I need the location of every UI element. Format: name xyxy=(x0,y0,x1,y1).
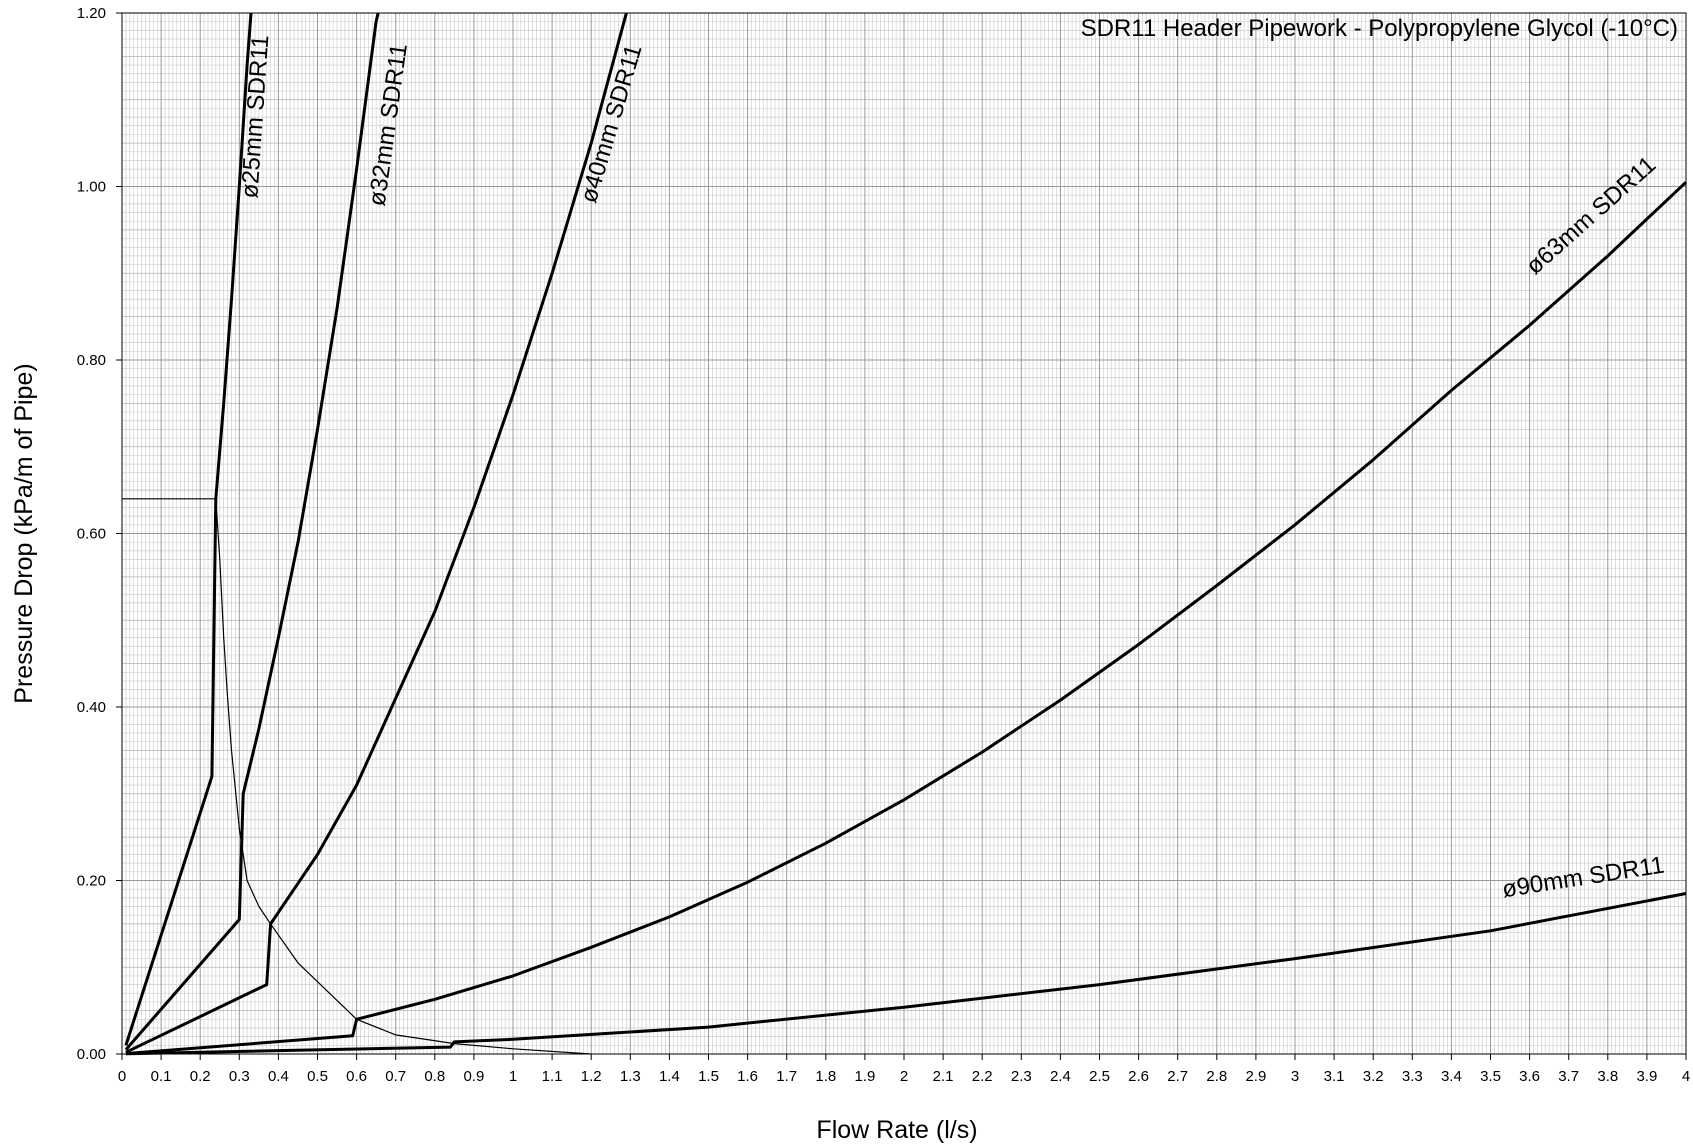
x-tick-label: 2.6 xyxy=(1128,1068,1149,1085)
y-axis-ticks: 0.00 0.20 0.40 0.60 0.80 1.00 1.20 xyxy=(77,5,122,1063)
x-tick-label: 0.5 xyxy=(307,1068,328,1085)
x-axis-ticks: 0 0.1 0.2 0.3 0.4 0.5 0.6 0.7 0.8 0.9 1 1.1 1.2 1.3 1.… xyxy=(118,1054,1690,1085)
x-tick-label: 3.9 xyxy=(1636,1068,1657,1085)
x-tick-label: 0.7 xyxy=(385,1068,406,1085)
x-tick-label: 3.6 xyxy=(1519,1068,1540,1085)
x-tick-label: 3.2 xyxy=(1363,1068,1384,1085)
x-tick-label: 3.8 xyxy=(1597,1068,1618,1085)
x-tick-label: 0.9 xyxy=(463,1068,484,1085)
x-axis-title: Flow Rate (l/s) xyxy=(816,1116,977,1144)
x-tick-label: 0.3 xyxy=(229,1068,250,1085)
x-tick-label: 0.4 xyxy=(268,1068,289,1085)
x-tick-label: 3 xyxy=(1291,1068,1299,1085)
x-tick-label: 3.1 xyxy=(1324,1068,1345,1085)
x-tick-label: 0 xyxy=(118,1068,126,1085)
series-line-2 xyxy=(125,12,628,1054)
x-tick-label: 2.7 xyxy=(1167,1068,1188,1085)
y-tick-label: 0.60 xyxy=(77,526,106,543)
series-line-3 xyxy=(125,181,1688,1056)
y-tick-label: 0.00 xyxy=(77,1046,106,1063)
x-tick-label: 1.2 xyxy=(581,1068,602,1085)
x-tick-label: 3.4 xyxy=(1441,1068,1462,1085)
x-tick-label: 2.2 xyxy=(972,1068,993,1085)
x-tick-label: 1.1 xyxy=(542,1068,563,1085)
x-tick-label: 0.2 xyxy=(190,1068,211,1085)
x-tick-label: 1.7 xyxy=(776,1068,797,1085)
x-tick-label: 0.6 xyxy=(346,1068,367,1085)
major-grid xyxy=(121,12,1687,1055)
x-tick-label: 1.6 xyxy=(737,1068,758,1085)
guide-line xyxy=(122,498,592,1055)
x-tick-label: 1.8 xyxy=(815,1068,836,1085)
x-tick-label: 3.7 xyxy=(1558,1068,1579,1085)
x-tick-label: 1.3 xyxy=(620,1068,641,1085)
series-line-4 xyxy=(125,892,1687,1056)
y-tick-label: 0.40 xyxy=(77,699,106,716)
x-tick-label: 3.3 xyxy=(1402,1068,1423,1085)
x-tick-label: 2.1 xyxy=(933,1068,954,1085)
x-tick-label: 2.3 xyxy=(1011,1068,1032,1085)
x-tick-label: 1 xyxy=(509,1068,517,1085)
y-axis-title: Pressure Drop (kPa/m of Pipe) xyxy=(10,363,38,703)
x-tick-label: 0.1 xyxy=(151,1068,172,1085)
y-tick-label: 0.80 xyxy=(77,352,106,369)
x-tick-label: 0.8 xyxy=(424,1068,445,1085)
y-tick-label: 1.20 xyxy=(77,5,106,22)
x-tick-label: 1.5 xyxy=(698,1068,719,1085)
x-tick-label: 2.9 xyxy=(1245,1068,1266,1085)
x-tick-label: 3.5 xyxy=(1480,1068,1501,1085)
chart-title: SDR11 Header Pipework - Polypropylene Gl… xyxy=(1081,15,1678,42)
series-line-1 xyxy=(124,12,380,1051)
x-tick-label: 2.5 xyxy=(1089,1068,1110,1085)
x-tick-label: 2.4 xyxy=(1050,1068,1071,1085)
x-tick-label: 1.9 xyxy=(854,1068,875,1085)
y-tick-label: 1.00 xyxy=(77,179,106,196)
y-tick-label: 0.20 xyxy=(77,873,106,890)
series-layer xyxy=(122,12,1688,1056)
x-tick-label: 1.4 xyxy=(659,1068,680,1085)
series-line-0 xyxy=(124,12,253,1046)
x-tick-label: 2.8 xyxy=(1206,1068,1227,1085)
x-tick-label: 2 xyxy=(900,1068,908,1085)
x-tick-label: 4 xyxy=(1682,1068,1690,1085)
